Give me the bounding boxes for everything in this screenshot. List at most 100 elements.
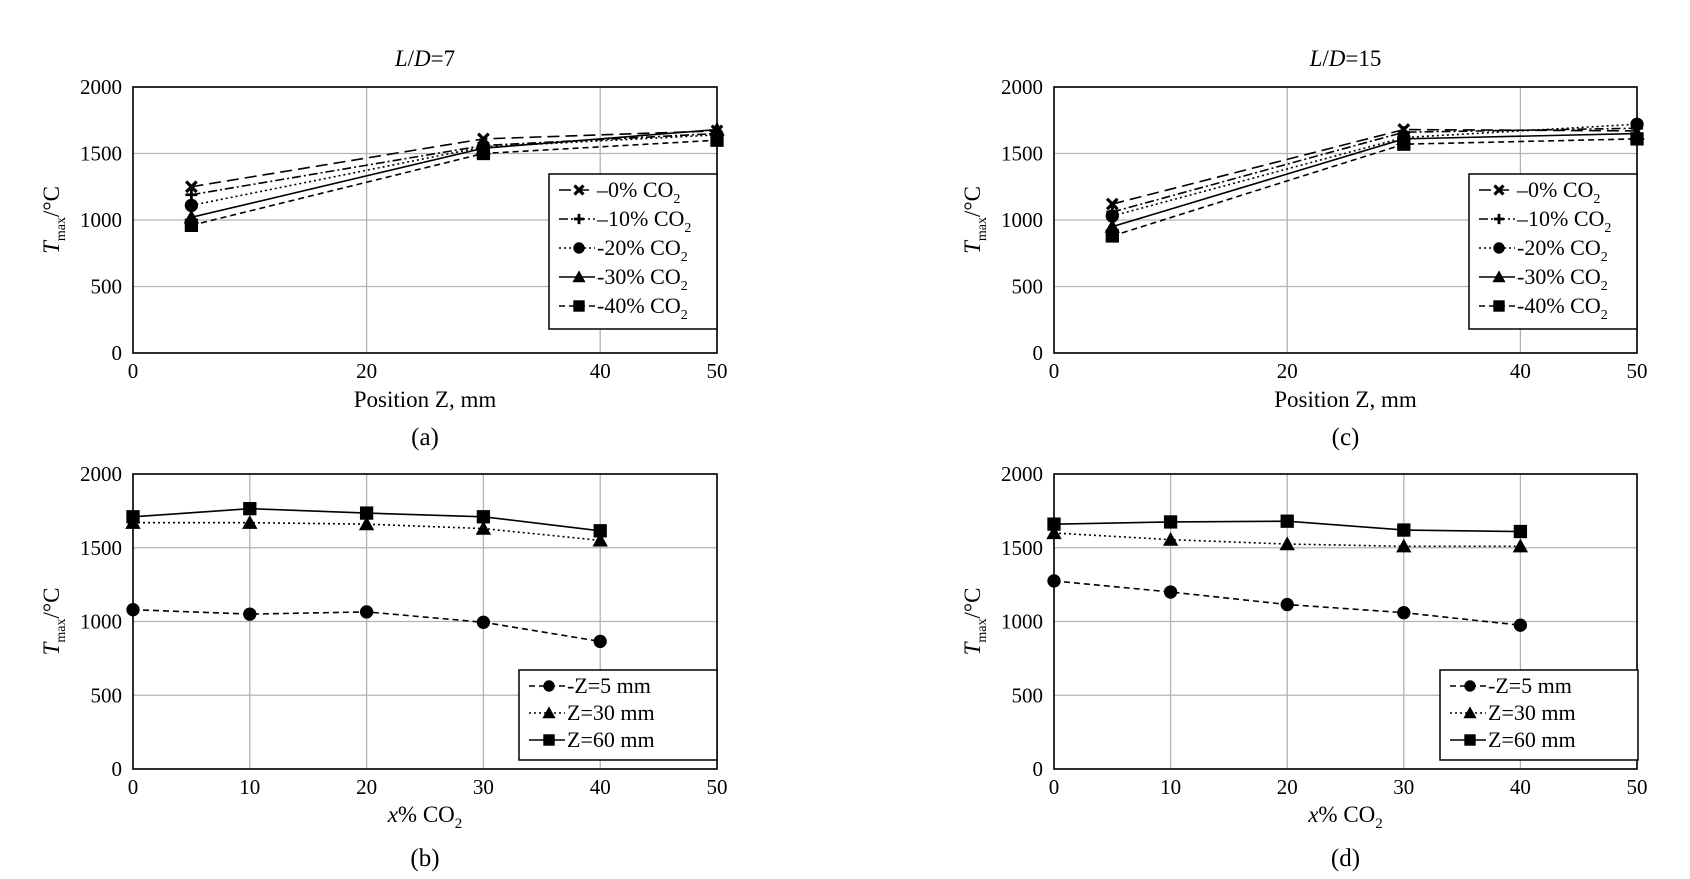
y-tick-label: 1500	[1001, 142, 1043, 166]
data-point	[709, 121, 725, 136]
y-tick-label: 2000	[80, 75, 122, 99]
legend-item: -20% CO2	[1479, 235, 1608, 265]
x-tick-label: 10	[239, 775, 260, 799]
data-point	[710, 133, 724, 147]
data-point	[184, 218, 199, 232]
y-tick-label: 2000	[1001, 462, 1043, 486]
legend-label: -20% CO2	[1517, 235, 1608, 265]
data-point	[1279, 536, 1295, 551]
x-axis-label: Position Z, mm	[354, 387, 497, 412]
legend-marker	[1464, 734, 1476, 746]
y-tick-label: 1000	[80, 208, 122, 232]
legend-marker	[1463, 706, 1477, 719]
data-point	[185, 188, 198, 201]
y-tick-label: 1000	[1001, 208, 1043, 232]
data-point	[1047, 517, 1061, 531]
legend-item: –10% CO2	[559, 206, 691, 236]
panel-caption: (b)	[410, 845, 439, 872]
series-1	[185, 124, 724, 194]
legend-marker	[573, 300, 585, 312]
data-point	[476, 510, 491, 524]
data-point	[243, 502, 257, 516]
data-point	[1630, 117, 1644, 131]
x-tick-label: 0	[1049, 775, 1060, 799]
y-tick-label: 1000	[80, 610, 122, 634]
legend-marker	[573, 213, 585, 225]
legend: –0% CO2–10% CO2-20% CO2-30% CO2-40% CO2	[1468, 173, 1638, 330]
plot-frame	[132, 473, 718, 770]
legend-label: -Z=5 mm	[567, 673, 651, 698]
legend-label: -Z=5 mm	[1488, 673, 1572, 698]
data-point	[1280, 514, 1294, 528]
y-tick-label: 0	[1033, 757, 1044, 781]
legend-label: –10% CO2	[1516, 206, 1611, 236]
legend-marker	[542, 706, 556, 719]
data-point	[1162, 531, 1179, 546]
y-tick-label: 2000	[80, 462, 122, 486]
data-point	[1105, 197, 1119, 211]
y-tick-label: 1500	[1001, 536, 1043, 560]
legend-item: -Z=5 mm	[529, 673, 651, 698]
x-tick-label: 20	[1277, 775, 1298, 799]
data-point	[475, 520, 492, 535]
legend-marker	[543, 734, 555, 746]
legend-label: –0% CO2	[1516, 177, 1600, 207]
panel-caption: (c)	[1332, 424, 1360, 451]
legend-label: –10% CO2	[596, 206, 691, 236]
data-point	[359, 506, 374, 520]
y-tick-label: 1000	[1001, 610, 1043, 634]
series-2	[1046, 525, 1529, 553]
series-5	[184, 133, 724, 232]
series-3	[126, 502, 607, 538]
plot-frame	[1053, 473, 1638, 770]
legend-marker	[1493, 242, 1505, 254]
data-point	[1163, 585, 1178, 599]
chart-title: L/D=15	[1309, 46, 1382, 71]
y-tick-label: 2000	[1001, 75, 1043, 99]
data-point	[1046, 525, 1062, 540]
series-1	[1047, 574, 1528, 632]
legend-label: -30% CO2	[1517, 264, 1608, 294]
legend-label: Z=60 mm	[1488, 727, 1576, 752]
legend-label: Z=30 mm	[567, 700, 655, 725]
x-tick-label: 50	[1627, 775, 1648, 799]
legend-marker	[572, 270, 586, 283]
x-tick-label: 50	[707, 775, 728, 799]
legend-item: -Z=5 mm	[1450, 673, 1572, 698]
x-tick-label: 40	[1510, 775, 1531, 799]
x-axis-label: x% CO2	[387, 802, 463, 832]
x-tick-label: 20	[356, 359, 377, 383]
legend-label: -30% CO2	[597, 264, 688, 294]
y-tick-label: 500	[1012, 683, 1044, 707]
y-tick-label: 500	[1012, 275, 1044, 299]
y-tick-label: 0	[112, 341, 123, 365]
x-axis-label: Position Z, mm	[1274, 387, 1417, 412]
data-point	[1512, 538, 1529, 553]
data-point	[1105, 209, 1119, 223]
data-point	[126, 510, 140, 524]
y-axis-label: Tmax/°C	[960, 186, 990, 254]
legend-item: -40% CO2	[559, 293, 688, 323]
data-point	[1397, 606, 1411, 620]
legend: -Z=5 mmZ=30 mmZ=60 mm	[1439, 669, 1639, 761]
data-point	[126, 603, 140, 617]
data-point	[1280, 597, 1294, 612]
legend-item: Z=60 mm	[529, 727, 655, 752]
data-point	[1163, 515, 1178, 529]
data-point	[358, 516, 375, 531]
x-tick-label: 40	[590, 775, 611, 799]
legend-label: –0% CO2	[596, 177, 680, 207]
legend-item: -40% CO2	[1479, 293, 1608, 323]
legend-label: -40% CO2	[597, 293, 688, 323]
legend-marker	[1493, 300, 1505, 312]
data-point	[1513, 618, 1528, 632]
y-axis-label: Tmax/°C	[39, 186, 69, 254]
legend-item: –10% CO2	[1479, 206, 1611, 236]
data-point	[1513, 524, 1528, 539]
series-1	[126, 603, 607, 649]
legend-marker	[1493, 184, 1505, 196]
y-axis-label: Tmax/°C	[39, 588, 69, 656]
